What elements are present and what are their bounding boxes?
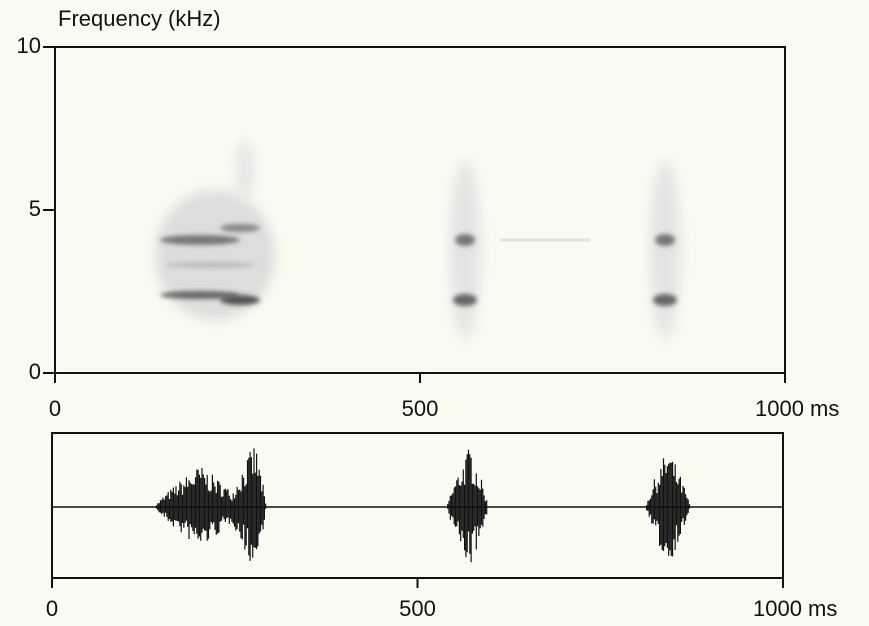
y-axis-label: Frequency (kHz) [58, 6, 221, 31]
spectrogram-texture [155, 140, 681, 340]
waveform-bursts [154, 448, 691, 563]
y-tick-label: 0 [29, 359, 41, 384]
y-tick-label: 10 [17, 33, 41, 58]
x-tick-label: 500 [402, 396, 439, 421]
x-tick-label: 1000 ms [753, 596, 837, 621]
x-tick-label: 500 [399, 596, 436, 621]
x-tick-label: 0 [49, 396, 61, 421]
x-tick-label: 0 [46, 596, 58, 621]
waveform-trace [154, 448, 691, 563]
x-tick-label: 1000 ms [755, 396, 839, 421]
y-tick-label: 5 [29, 196, 41, 221]
